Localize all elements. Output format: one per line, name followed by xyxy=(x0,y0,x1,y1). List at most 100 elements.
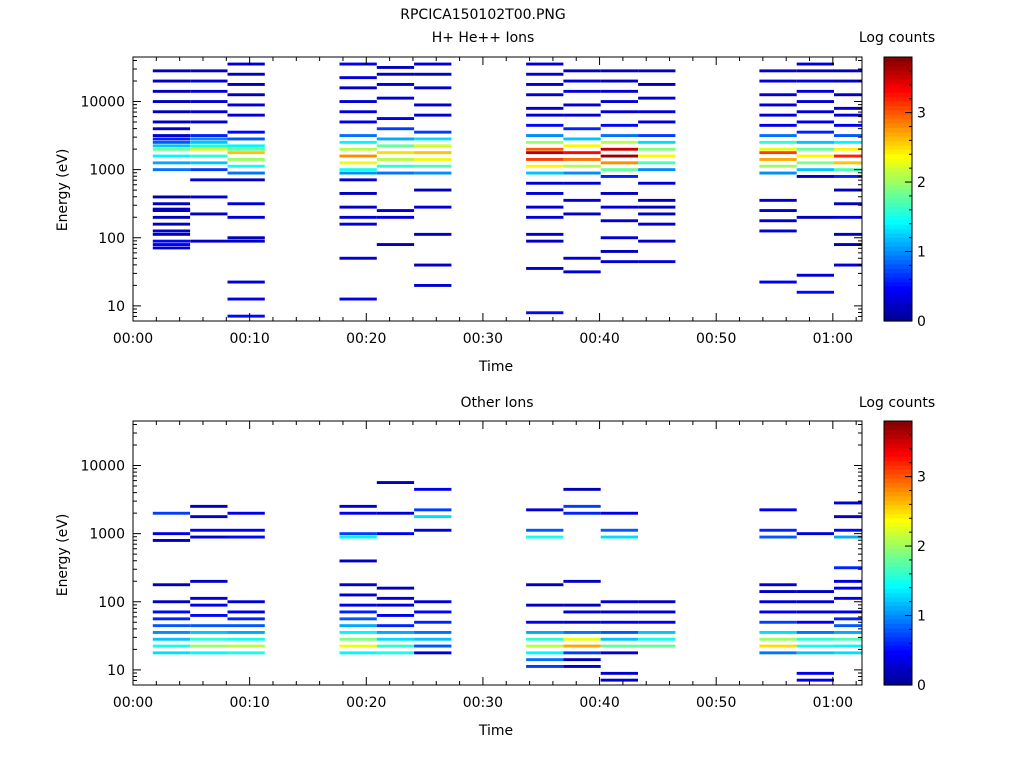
heatmap-cell xyxy=(190,603,228,607)
heatmap-cell xyxy=(563,511,601,515)
heatmap-cell xyxy=(190,637,228,641)
colorbar-segment xyxy=(884,531,912,536)
colorbar-segment xyxy=(884,118,912,124)
heatmap-cell xyxy=(339,617,377,621)
heatmap-cell xyxy=(152,511,191,515)
heatmap-cell xyxy=(526,192,564,195)
heatmap-cell xyxy=(376,637,415,641)
figure-title: RPCICA150102T00.PNG xyxy=(400,7,565,23)
heatmap-cell xyxy=(638,205,676,209)
x-tick-label: 00:20 xyxy=(346,695,386,711)
heatmap-cell xyxy=(190,535,228,539)
heatmap-cell xyxy=(834,263,862,267)
heatmap-cell xyxy=(339,62,377,66)
heatmap-cell xyxy=(190,79,228,83)
heatmap-cell xyxy=(227,158,265,161)
heatmap-cell xyxy=(563,610,601,614)
heatmap-cell xyxy=(190,134,228,137)
heatmap-cell xyxy=(638,110,676,114)
heatmap-cell xyxy=(227,171,265,175)
heatmap-cell xyxy=(227,651,265,655)
heatmap-cell xyxy=(376,83,415,86)
x-tick-label: 01:00 xyxy=(813,695,853,711)
heatmap-cell xyxy=(563,504,601,508)
heatmap-cell xyxy=(376,532,415,536)
heatmap-cell xyxy=(339,192,377,195)
heatmap-cell xyxy=(796,590,834,593)
heatmap-cell xyxy=(339,222,377,226)
heatmap-cell xyxy=(834,617,862,621)
heatmap-cell xyxy=(834,501,862,505)
heatmap-cell xyxy=(834,93,862,97)
heatmap-cell xyxy=(600,535,638,539)
heatmap-cell xyxy=(152,539,191,542)
heatmap-cell xyxy=(227,137,265,141)
y-tick-label: 10 xyxy=(107,663,125,679)
heatmap-cell xyxy=(414,113,452,117)
colorbar-segment xyxy=(884,87,912,93)
heatmap-cell xyxy=(339,205,377,209)
heatmap-cell xyxy=(376,624,415,628)
heatmap-cell xyxy=(376,586,415,590)
heatmap-cell xyxy=(759,590,797,593)
heatmap-cell xyxy=(638,222,676,226)
colorbar-segment xyxy=(884,495,912,501)
heatmap-cell xyxy=(152,229,191,233)
heatmap-cell xyxy=(563,198,601,202)
heatmap-cell xyxy=(376,72,415,76)
heatmap-cell xyxy=(834,215,862,219)
colorbar-segment xyxy=(884,557,912,563)
heatmap-cell xyxy=(227,202,265,206)
heatmap-cell xyxy=(638,620,676,624)
heatmap-cell xyxy=(152,631,191,634)
heatmap-cell xyxy=(638,644,676,648)
heatmap-cell xyxy=(190,120,228,124)
colorbar-segment xyxy=(884,215,912,221)
colorbar-segment xyxy=(884,224,912,230)
colorbar-segment xyxy=(884,259,912,265)
heatmap-cell xyxy=(414,103,452,107)
heatmap-cell xyxy=(759,651,797,655)
heatmap-cell xyxy=(152,100,191,103)
heatmap-cell xyxy=(834,168,862,172)
heatmap-cell xyxy=(152,617,191,621)
heatmap-cell xyxy=(414,62,452,66)
colorbar: 0 1 2 3 xyxy=(883,420,926,694)
heatmap-cell xyxy=(796,215,834,219)
colorbar-segment xyxy=(884,171,912,177)
heatmap-cell xyxy=(563,665,601,668)
heatmap-cell xyxy=(152,624,191,628)
heatmap-cell xyxy=(600,511,638,515)
heatmap-cell xyxy=(526,651,564,655)
heatmap-cell xyxy=(414,284,452,287)
heatmap-cell xyxy=(600,168,638,172)
colorbar-segment xyxy=(884,79,912,84)
heatmap-cell xyxy=(759,164,797,168)
heatmap-cell xyxy=(638,198,676,202)
heatmap-cell xyxy=(834,113,862,117)
heatmap-cell xyxy=(227,600,265,604)
colorbar-segment xyxy=(884,96,912,102)
colorbar-segment xyxy=(884,641,912,646)
heatmap-cell xyxy=(227,314,265,318)
colorbar-segment xyxy=(884,193,912,199)
heatmap-cell xyxy=(414,620,452,624)
colorbar-tick-label: 1 xyxy=(917,609,926,625)
heatmap-cell xyxy=(563,270,601,274)
colorbar-label: Log counts xyxy=(859,30,935,46)
heatmap-cell xyxy=(152,144,191,148)
colorbar-segment xyxy=(884,509,912,514)
heatmap-cell xyxy=(152,532,191,536)
heatmap-cell xyxy=(759,151,797,155)
heatmap-cell xyxy=(796,140,834,144)
colorbar-segment xyxy=(884,605,912,611)
heatmap-cell xyxy=(152,651,191,655)
heatmap-cell xyxy=(834,147,862,151)
heatmap-cell xyxy=(376,644,415,648)
heatmap-cell xyxy=(526,83,564,86)
panel-title: Other Ions xyxy=(460,395,533,411)
heatmap-cell xyxy=(759,620,797,624)
colorbar-segment xyxy=(884,263,912,269)
colorbar-segment xyxy=(884,57,912,62)
heatmap-cell xyxy=(563,171,601,175)
